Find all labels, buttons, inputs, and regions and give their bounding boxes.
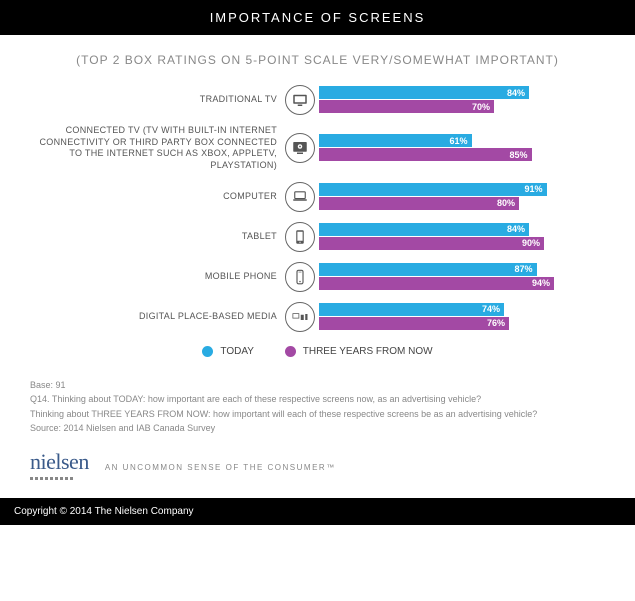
bar-chart: TRADITIONAL TV 84% 70% CONNECTED TV (TV WIT…: [30, 85, 605, 332]
chart-row: CONNECTED TV (TV WITH BUILT-IN INTERNET …: [30, 125, 605, 172]
legend: TODAY THREE YEARS FROM NOW: [30, 346, 605, 360]
bar-future: 70%: [319, 100, 494, 113]
bar-today: 84%: [319, 223, 529, 236]
category-label: COMPUTER: [30, 191, 285, 203]
bar-pair: 87%94%: [319, 263, 605, 291]
legend-dot-today: [202, 346, 213, 357]
bar-value: 70%: [472, 102, 490, 112]
bar-today: 74%: [319, 303, 504, 316]
nielsen-logo: nielsen: [30, 449, 89, 486]
logo-tagline: AN UNCOMMON SENSE OF THE CONSUMER™: [105, 463, 336, 472]
footnote-q-today: Q14. Thinking about TODAY: how important…: [30, 392, 605, 406]
chart-row: TRADITIONAL TV 84% 70%: [30, 85, 605, 115]
category-label: TABLET: [30, 231, 285, 243]
footnotes: Base: 91 Q14. Thinking about TODAY: how …: [30, 378, 605, 436]
copyright-bar: Copyright © 2014 The Nielsen Company: [0, 498, 635, 525]
bar-today: 87%: [319, 263, 537, 276]
legend-item-future: THREE YEARS FROM NOW: [285, 346, 433, 357]
legend-label-today: TODAY: [220, 346, 254, 357]
bar-value: 87%: [514, 264, 532, 274]
legend-item-today: TODAY: [202, 346, 254, 357]
bar-today: 91%: [319, 183, 547, 196]
bar-value: 91%: [524, 184, 542, 194]
bar-value: 85%: [509, 150, 527, 160]
bar-value: 84%: [507, 88, 525, 98]
chart-row: COMPUTER 91% 80%: [30, 182, 605, 212]
footnote-base: Base: 91: [30, 378, 605, 392]
bar-today: 84%: [319, 86, 529, 99]
logo-dots: [30, 477, 89, 480]
page-title: IMPORTANCE OF SCREENS: [210, 10, 426, 25]
logo-text: nielsen: [30, 449, 89, 474]
laptop-icon: [285, 182, 315, 212]
bar-pair: 74%76%: [319, 303, 605, 331]
phone-icon: [285, 262, 315, 292]
bar-value: 90%: [522, 238, 540, 248]
tablet-icon: [285, 222, 315, 252]
content: (TOP 2 BOX RATINGS ON 5-POINT SCALE VERY…: [0, 35, 635, 498]
bar-pair: 91% 80%: [319, 183, 605, 211]
subtitle: (TOP 2 BOX RATINGS ON 5-POINT SCALE VERY…: [30, 53, 605, 67]
bar-value: 84%: [507, 224, 525, 234]
bar-pair: 61% 85%: [319, 134, 605, 162]
bar-value: 74%: [482, 304, 500, 314]
bar-pair: 84%90%: [319, 223, 605, 251]
bar-pair: 84% 70%: [319, 86, 605, 114]
bar-value: 76%: [487, 318, 505, 328]
category-label: CONNECTED TV (TV WITH BUILT-IN INTERNET …: [30, 125, 285, 172]
legend-label-future: THREE YEARS FROM NOW: [303, 346, 433, 357]
chart-row: TABLET84%90%: [30, 222, 605, 252]
footnote-source: Source: 2014 Nielsen and IAB Canada Surv…: [30, 421, 605, 435]
bar-future: 76%: [319, 317, 509, 330]
logo-row: nielsen AN UNCOMMON SENSE OF THE CONSUME…: [30, 449, 605, 486]
legend-dot-future: [285, 346, 296, 357]
dpbm-icon: [285, 302, 315, 332]
tv-icon: [285, 85, 315, 115]
chart-row: MOBILE PHONE 87%94%: [30, 262, 605, 292]
connected-tv-icon: [285, 133, 315, 163]
bar-future: 85%: [319, 148, 532, 161]
footnote-q-future: Thinking about THREE YEARS FROM NOW: how…: [30, 407, 605, 421]
category-label: MOBILE PHONE: [30, 271, 285, 283]
bar-value: 94%: [532, 278, 550, 288]
category-label: DIGITAL PLACE-BASED MEDIA: [30, 311, 285, 323]
bar-future: 94%: [319, 277, 554, 290]
bar-today: 61%: [319, 134, 472, 147]
chart-row: DIGITAL PLACE-BASED MEDIA74%76%: [30, 302, 605, 332]
bar-value: 80%: [497, 198, 515, 208]
bar-future: 80%: [319, 197, 519, 210]
bar-value: 61%: [449, 136, 467, 146]
title-bar: IMPORTANCE OF SCREENS: [0, 0, 635, 35]
copyright-text: Copyright © 2014 The Nielsen Company: [14, 506, 194, 517]
bar-future: 90%: [319, 237, 544, 250]
category-label: TRADITIONAL TV: [30, 94, 285, 106]
